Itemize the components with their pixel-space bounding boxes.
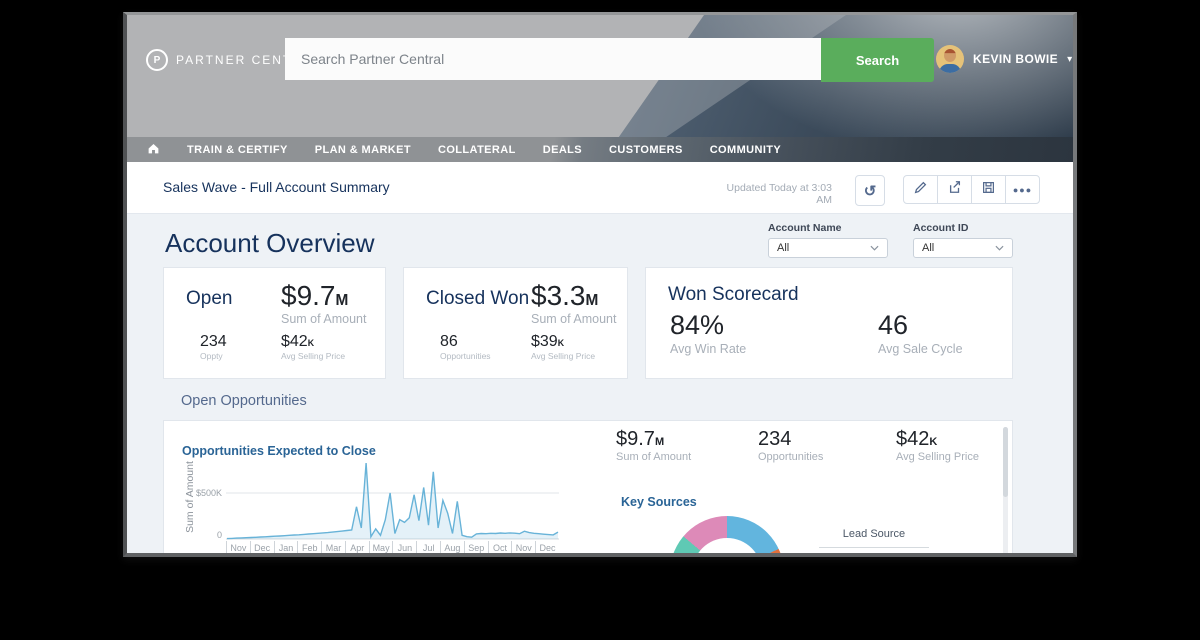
x-axis-month-label: Jan: [273, 541, 298, 553]
donut-legend: Lead Source Cold Call: [819, 528, 929, 553]
x-axis-month-label: Oct: [487, 541, 512, 553]
opportunities-line-chart[interactable]: [226, 463, 559, 541]
more-actions-button[interactable]: ●●●: [1006, 176, 1039, 203]
x-axis-month-label: Dec: [249, 541, 274, 553]
header-banner: P PARTNER CENTRAL Search KEVIN BOWIE ▾: [127, 15, 1073, 137]
account-name-filter: Account Name All: [768, 222, 888, 258]
section-heading-open-opportunities: Open Opportunities: [181, 393, 307, 409]
open-card-title: Open: [186, 288, 233, 309]
user-name: KEVIN BOWIE: [973, 52, 1059, 66]
closed-won-card-title: Closed Won: [426, 288, 530, 309]
panel-stat-opportunities: 234 Opportunities: [758, 428, 824, 463]
nav-item-deals[interactable]: DEALS: [542, 143, 583, 156]
x-axis-month-label: Nov: [511, 541, 535, 553]
dashboard-content: Account Overview Account Name All Accoun…: [127, 214, 1073, 553]
save-icon: [982, 181, 995, 199]
search-bar: Search: [285, 38, 934, 82]
open-opportunities-panel: Opportunities Expected to Close $9.7M Su…: [163, 420, 1013, 553]
closed-won-count-metric: 86 Opportunities: [440, 333, 491, 362]
x-axis-month-label: Jun: [392, 541, 416, 553]
brand: P PARTNER CENTRAL: [146, 49, 322, 71]
edit-button[interactable]: [904, 176, 938, 203]
search-button[interactable]: Search: [821, 38, 934, 82]
panel-scrollbar-thumb[interactable]: [1003, 427, 1008, 497]
open-amount-metric: $9.7M Sum of Amount: [281, 280, 367, 327]
chevron-down-icon: [870, 242, 879, 254]
toolbar-button-group: ●●●: [903, 175, 1040, 204]
x-axis-months: Nov Dec Jan Feb Mar Apr May Jun Jul Aug Sep Oct Nov D…: [226, 541, 559, 553]
ellipsis-icon: ●●●: [1012, 184, 1033, 195]
x-axis-month-label: Jul: [416, 541, 440, 553]
open-avg-metric: $42K Avg Selling Price: [281, 333, 346, 362]
refresh-button[interactable]: ↺: [855, 175, 885, 206]
undo-icon: ↺: [863, 182, 877, 200]
y-tick-500k: $500K: [195, 488, 222, 498]
nav-item-home[interactable]: [147, 142, 160, 158]
account-id-label: Account ID: [913, 222, 969, 234]
open-card: Open $9.7M Sum of Amount 234 Oppty $42K …: [163, 267, 386, 379]
y-tick-0: 0: [216, 530, 222, 540]
partner-central-logo-icon: P: [146, 49, 168, 71]
x-axis-month-label: Mar: [321, 541, 345, 553]
x-axis-month-label: Apr: [344, 541, 369, 553]
home-icon: [147, 142, 160, 158]
x-axis-month-label: Nov: [226, 541, 250, 553]
brand-name: PARTNER CENTRAL: [176, 53, 322, 67]
account-name-label: Account Name: [768, 222, 842, 234]
closed-won-amount-metric: $3.3M Sum of Amount: [531, 280, 617, 327]
chevron-down-icon: ▾: [1067, 53, 1073, 65]
sale-cycle-metric: 46 Avg Sale Cycle: [878, 310, 963, 357]
last-updated-text: Updated Today at 3:03 AM: [726, 182, 832, 206]
legend-title: Lead Source: [819, 528, 929, 548]
nav-item-customers[interactable]: CUSTOMERS: [609, 143, 683, 156]
account-id-filter: Account ID All: [913, 222, 1013, 258]
dashboard-toolbar: Sales Wave - Full Account Summary Update…: [127, 162, 1073, 214]
open-count-metric: 234 Oppty: [200, 333, 227, 362]
key-sources-donut-chart[interactable]: [670, 516, 784, 553]
share-icon: [948, 180, 962, 199]
pencil-icon: [914, 181, 927, 199]
app-window: P PARTNER CENTRAL Search KEVIN BOWIE ▾ T…: [123, 12, 1077, 557]
avatar: [936, 45, 964, 73]
account-id-select[interactable]: All: [913, 238, 1013, 258]
dashboard-title: Sales Wave - Full Account Summary: [163, 179, 390, 195]
account-name-select[interactable]: All: [768, 238, 888, 258]
x-axis-month-label: Dec: [535, 541, 559, 553]
closed-won-card: Closed Won $3.3M Sum of Amount 86 Opport…: [403, 267, 628, 379]
nav-item-plan-market[interactable]: PLAN & MARKET: [314, 143, 411, 156]
account-id-value: All: [922, 242, 935, 254]
closed-won-avg-metric: $39K Avg Selling Price: [531, 333, 596, 362]
user-menu[interactable]: KEVIN BOWIE ▾: [936, 45, 1072, 73]
x-axis-month-label: May: [368, 541, 393, 553]
search-input[interactable]: [285, 38, 821, 80]
x-axis-month-label: Sep: [463, 541, 488, 553]
line-chart-title: Opportunities Expected to Close: [182, 444, 376, 458]
nav-item-community[interactable]: COMMUNITY: [709, 143, 782, 156]
win-rate-metric: 84% Avg Win Rate: [670, 310, 747, 357]
x-axis-month-label: Aug: [440, 541, 464, 553]
nav-item-collateral[interactable]: COLLATERAL: [438, 143, 516, 156]
panel-stat-avg-price: $42K Avg Selling Price: [896, 428, 979, 463]
panel-stat-sum: $9.7M Sum of Amount: [616, 428, 692, 463]
page-title: Account Overview: [165, 228, 375, 258]
chevron-down-icon: [995, 242, 1004, 254]
kpi-cards-row: Open $9.7M Sum of Amount 234 Oppty $42K …: [163, 267, 1013, 379]
won-scorecard-card: Won Scorecard 84% Avg Win Rate 46 Avg Sa…: [645, 267, 1013, 379]
share-button[interactable]: [938, 176, 972, 203]
save-button[interactable]: [972, 176, 1006, 203]
donut-chart-title: Key Sources: [621, 495, 697, 509]
nav-item-train-certify[interactable]: TRAIN & CERTIFY: [187, 143, 288, 156]
won-scorecard-title: Won Scorecard: [668, 284, 799, 305]
main-nav: TRAIN & CERTIFY PLAN & MARKET COLLATERAL…: [127, 137, 1073, 162]
account-name-value: All: [777, 242, 790, 254]
x-axis-month-label: Feb: [297, 541, 321, 553]
